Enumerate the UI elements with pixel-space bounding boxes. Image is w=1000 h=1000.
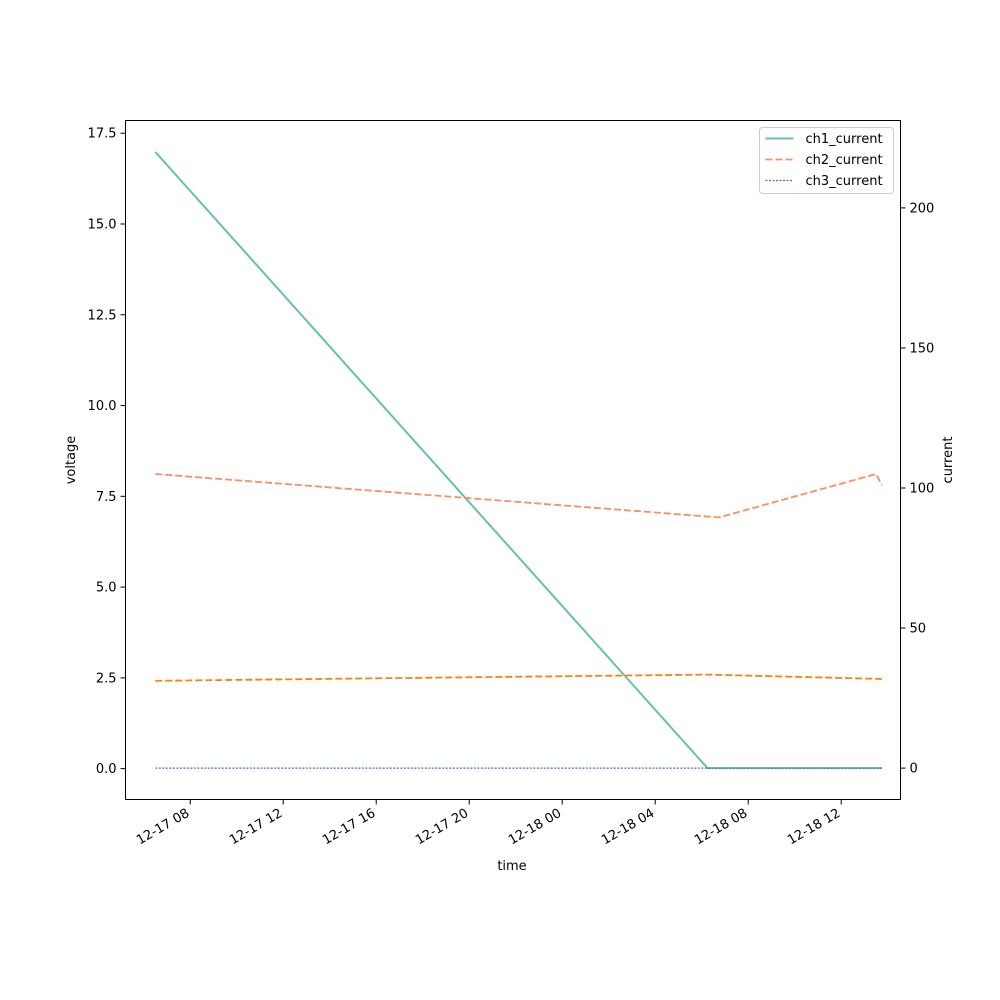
series-line-ch2_current [155, 472, 883, 519]
left-tick-label: 17.5 [88, 127, 117, 142]
left-tick-label: 5.0 [96, 581, 117, 596]
right-tick-label: 150 [910, 341, 935, 356]
right-axis: 0 50 100 150 200 [900, 201, 935, 777]
left-tick-label: 7.5 [96, 490, 117, 505]
x-tick-label: 12-18 04 [599, 806, 657, 848]
left-tick-label: 10.0 [88, 399, 117, 414]
x-axis: 12-17 08 12-17 12 12-17 16 12-17 20 12-18 00… [134, 799, 843, 848]
series-line-voltage-3 [155, 673, 882, 682]
x-axis-title: time [497, 859, 526, 874]
right-axis-title: current [941, 437, 956, 484]
right-tick-label: 50 [910, 622, 927, 637]
legend-label-ch3_current: ch3_current [806, 174, 883, 189]
legend-box [759, 127, 894, 194]
series-line-ch1_current [154, 151, 882, 770]
left-tick-label: 2.5 [96, 671, 117, 686]
x-tick-label: 12-17 20 [413, 806, 471, 848]
legend-label-ch2_current: ch2_current [806, 153, 883, 168]
x-tick-label: 12-18 12 [785, 806, 843, 848]
x-tick-label: 12-18 00 [506, 806, 564, 848]
right-tick-label: 0 [910, 762, 918, 777]
right-tick-label: 200 [910, 201, 935, 216]
legend: ch1_current ch2_current ch3_current [759, 127, 894, 194]
plot-frame [125, 120, 901, 800]
x-tick-label: 12-17 08 [134, 806, 192, 848]
x-tick-label: 12-17 12 [227, 806, 285, 848]
left-axis-title: voltage [64, 436, 79, 485]
left-tick-label: 12.5 [88, 308, 117, 323]
x-tick-label: 12-17 16 [320, 806, 378, 848]
series-layer [154, 151, 883, 770]
legend-label-ch1_current: ch1_current [806, 132, 883, 147]
right-tick-label: 100 [910, 482, 935, 497]
left-axis: 0.0 2.5 5.0 7.5 10.0 12.5 15.0 17.5 [88, 127, 126, 777]
left-tick-label: 15.0 [88, 217, 117, 232]
left-tick-label: 0.0 [96, 762, 117, 777]
x-tick-label: 12-18 08 [692, 806, 750, 848]
